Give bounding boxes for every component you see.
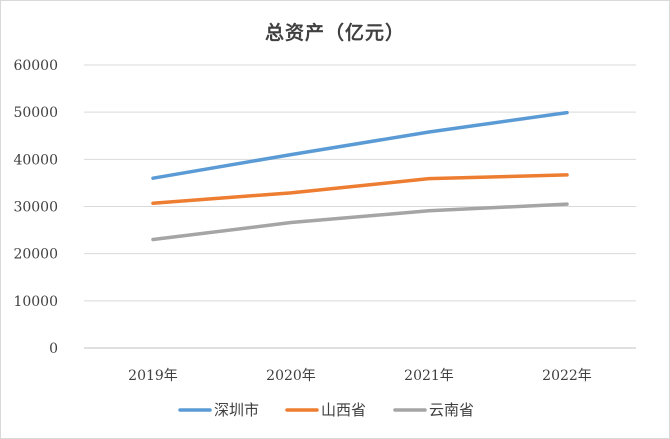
chart-title: 总资产（亿元） <box>264 22 405 44</box>
x-tick-label: 2019年 <box>128 368 178 384</box>
legend-item: 深圳市 <box>178 401 259 419</box>
legend-label: 云南省 <box>429 401 474 419</box>
y-tick-label: 50000 <box>13 105 58 121</box>
y-tick-label: 0 <box>49 341 58 357</box>
y-tick-label: 60000 <box>13 58 58 74</box>
x-tick-label: 2022年 <box>542 368 592 384</box>
y-tick-label: 10000 <box>13 294 58 310</box>
legend-label: 山西省 <box>321 401 366 419</box>
series-line-3 <box>151 202 569 242</box>
legend-label: 深圳市 <box>214 401 259 419</box>
y-axis: 0 10000 20000 30000 40000 50000 60000 <box>13 58 58 357</box>
y-tick-label: 30000 <box>13 200 58 216</box>
series-lines <box>151 110 569 242</box>
x-tick-label: 2020年 <box>266 368 316 384</box>
series-line-2 <box>151 173 569 205</box>
x-axis: 2019年 2020年 2021年 2022年 <box>128 368 592 384</box>
y-tick-label: 40000 <box>13 152 58 168</box>
legend-item: 山西省 <box>285 401 366 419</box>
x-tick-label: 2021年 <box>404 368 454 384</box>
legend-item: 云南省 <box>393 401 474 419</box>
series-line-1 <box>151 110 569 180</box>
legend: 深圳市 山西省 云南省 <box>178 401 474 419</box>
y-tick-label: 20000 <box>13 247 58 263</box>
